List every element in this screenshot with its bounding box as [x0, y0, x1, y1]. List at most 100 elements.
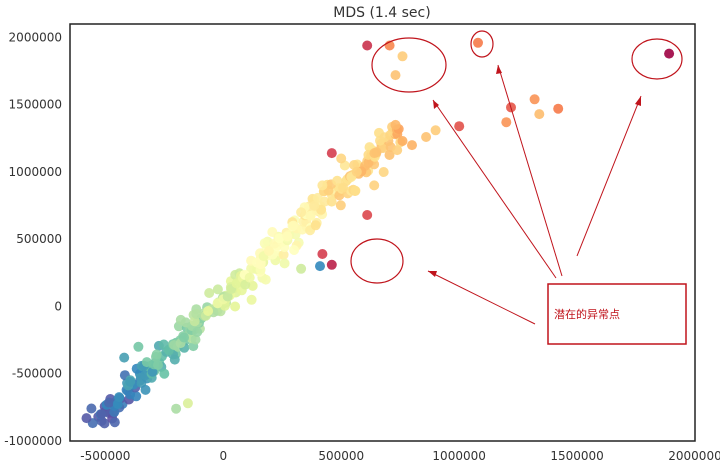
scatter-point	[159, 368, 170, 379]
scatter-point	[81, 413, 92, 424]
scatter-point	[336, 153, 347, 164]
notable-scatter-point	[397, 51, 408, 62]
scatter-point	[133, 341, 144, 352]
arrow-heads	[428, 65, 641, 277]
scatter-point	[260, 274, 271, 285]
scatter-point	[421, 132, 432, 142]
scatter-point	[131, 391, 142, 402]
x-tick-label: 0	[219, 449, 227, 463]
scatter-point	[175, 314, 186, 325]
scatter-point	[230, 301, 241, 312]
scatter-point	[255, 259, 266, 270]
scatter-point	[125, 376, 136, 387]
scatter-point	[310, 220, 321, 231]
notable-scatter-point	[317, 249, 328, 259]
scatter-point	[119, 352, 130, 363]
scatter-point	[363, 157, 374, 168]
arrowhead-top-middle	[496, 65, 502, 74]
notable-scatter-point	[553, 103, 564, 114]
scatter-point	[192, 327, 203, 337]
y-tick-label: 2000000	[9, 30, 62, 44]
scatter-point	[182, 398, 193, 409]
scatter-point	[371, 147, 382, 158]
x-tick-label: 1000000	[432, 449, 485, 463]
x-tick-label: 500000	[318, 449, 364, 463]
y-tick-label: 1000000	[9, 165, 62, 179]
notable-scatter-point	[326, 259, 337, 270]
scatter-point	[96, 409, 107, 420]
scatter-point	[397, 136, 408, 146]
scatter-point	[430, 125, 441, 136]
scatter-point	[203, 306, 214, 316]
scatter-point	[99, 418, 110, 429]
arrowhead-top-right	[635, 96, 641, 106]
notable-scatter-point	[390, 70, 401, 81]
scatter-point	[278, 249, 289, 260]
anomaly-circle-top-right	[631, 38, 683, 80]
notable-scatter-point	[473, 37, 483, 48]
scatter-point	[151, 349, 162, 360]
scatter-point	[244, 272, 255, 283]
notable-scatter-point	[454, 121, 465, 132]
scatter-point	[335, 200, 346, 211]
scatter-point	[267, 227, 278, 237]
scatter-point	[109, 417, 120, 428]
anomaly-annotations: 潜在的异常点	[350, 30, 687, 345]
x-tick-label: 1500000	[550, 449, 603, 463]
notable-scatter-point	[501, 117, 512, 128]
scatter-point	[259, 238, 270, 249]
scatter-point	[338, 182, 349, 193]
scatter-point	[279, 258, 290, 269]
y-tick-label: -1000000	[4, 434, 62, 448]
scatter-point	[407, 140, 417, 151]
scatter-point	[140, 384, 151, 395]
arrowhead-top-left	[433, 100, 439, 109]
scatter-point	[191, 309, 202, 319]
scatter-point	[282, 231, 293, 242]
scatter-point	[317, 180, 328, 191]
scatter-point	[190, 334, 201, 345]
arrow-to-middle	[427, 270, 536, 325]
scatter-point	[384, 150, 395, 160]
scatter-point	[288, 220, 299, 231]
scatter-point	[246, 294, 257, 305]
notable-scatter-point	[326, 148, 337, 159]
scatter-point	[104, 397, 114, 408]
y-tick-label: 500000	[16, 232, 62, 246]
chart-title: MDS (1.4 sec)	[333, 5, 430, 21]
anomaly-circle-top-left	[371, 37, 447, 93]
scatter-point	[309, 200, 320, 211]
scatter-point	[297, 224, 308, 235]
scatter-point	[204, 288, 215, 298]
arrow-to-top-middle	[497, 64, 563, 277]
annotation-label: 潜在的异常点	[554, 307, 620, 321]
scatter-point	[350, 185, 361, 196]
scatter-point	[153, 360, 163, 370]
y-tick-label: 1500000	[9, 98, 62, 112]
x-tick-label: -500000	[80, 449, 130, 463]
notable-scatter-point	[664, 48, 675, 59]
y-tick-label: 0	[54, 299, 62, 313]
scatter-point	[378, 167, 389, 177]
scatter-point	[296, 207, 307, 218]
scatter-point	[392, 145, 403, 156]
scatter-point	[332, 175, 343, 186]
scatter-point	[312, 192, 323, 203]
x-tick-label: 2000000	[668, 449, 720, 463]
scatter-point	[296, 263, 307, 274]
plot-frame	[69, 23, 696, 442]
notable-scatter-point	[534, 109, 545, 120]
x-axis-ticks: -500000 0 500000 1000000 1500000 2000000	[80, 449, 720, 463]
arrow-to-top-left	[432, 99, 557, 279]
scatter-point	[369, 180, 380, 191]
scatter-point	[179, 332, 189, 343]
notable-scatter-point	[362, 40, 373, 51]
anomaly-circle-middle	[350, 238, 404, 284]
scatter-point	[289, 245, 300, 255]
arrow-to-top-right	[576, 95, 642, 257]
notable-scatter-point	[529, 94, 540, 105]
scatter-points	[81, 37, 675, 429]
scatter-point	[351, 166, 362, 177]
scatter-point	[114, 392, 125, 403]
